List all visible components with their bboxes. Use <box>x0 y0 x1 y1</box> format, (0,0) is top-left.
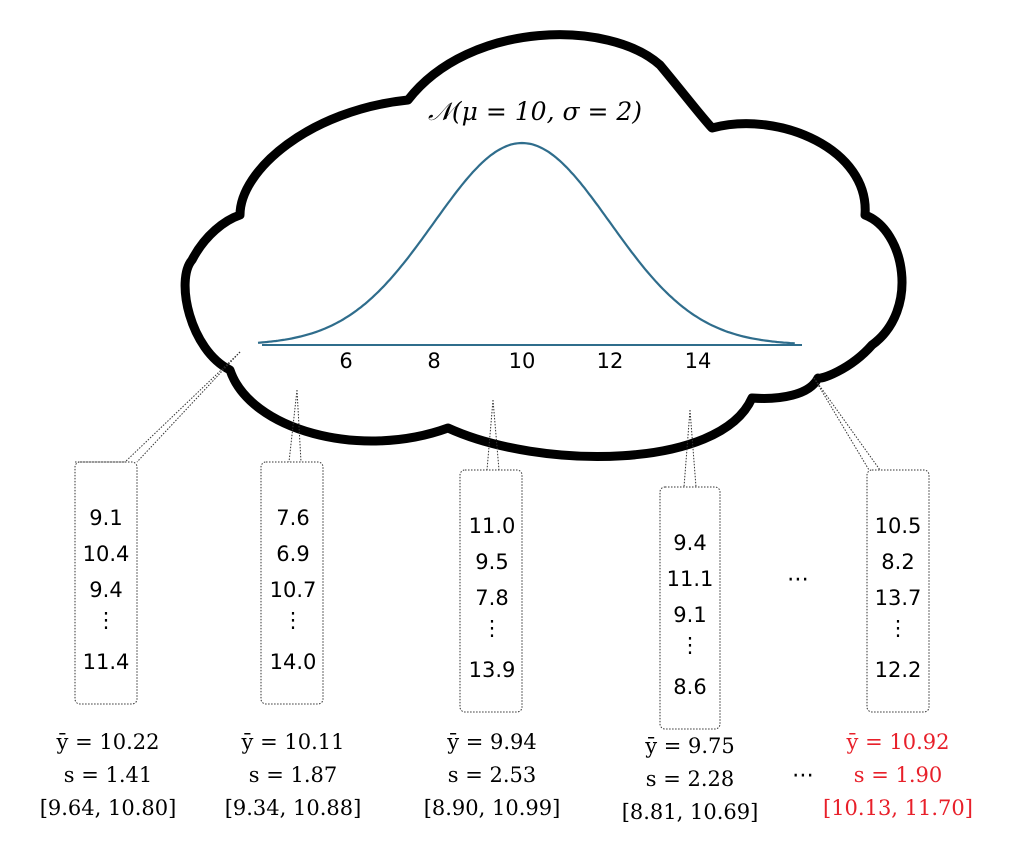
sample-value: 13.9 <box>469 658 516 682</box>
sample-box <box>866 469 930 713</box>
callout-pointer-line <box>136 351 241 463</box>
sample-sd: s = 2.28 <box>646 767 734 791</box>
sample-mean: ȳ = 9.75 <box>644 734 735 758</box>
confidence-interval: [8.81, 10.69] <box>622 800 759 824</box>
sample-mean: ȳ = 9.94 <box>446 730 537 754</box>
callout-pointer-line <box>124 351 241 463</box>
callout-pointer-line <box>689 409 697 488</box>
confidence-interval: [10.13, 11.70] <box>823 796 973 820</box>
callout-pointer-line <box>486 399 494 471</box>
sample-value: 7.8 <box>475 586 508 610</box>
sample-value: 10.7 <box>270 578 317 602</box>
sample-value: 13.7 <box>875 586 922 610</box>
sample-value: 9.5 <box>475 550 508 574</box>
confidence-interval: [9.64, 10.80] <box>40 796 177 820</box>
vertical-ellipsis: ⋮ <box>96 608 117 632</box>
sample-value: 9.1 <box>673 603 706 627</box>
ellipsis-values: ⋯ <box>787 567 809 592</box>
sample-value: 9.4 <box>89 578 122 602</box>
callout-pointer-line <box>492 399 500 471</box>
callout-pointer-line <box>296 389 302 463</box>
sample-mean: ȳ = 10.22 <box>56 730 160 754</box>
vertical-ellipsis: ⋮ <box>482 616 503 640</box>
x-tick-label: 12 <box>597 349 624 373</box>
population-cloud <box>180 30 907 461</box>
sample-value: 12.2 <box>875 658 922 682</box>
sample-sd: s = 1.87 <box>249 763 337 787</box>
sample-value: 11.1 <box>667 567 714 591</box>
sample-value: 8.2 <box>881 550 914 574</box>
sample-mean: ȳ = 10.11 <box>241 730 345 754</box>
distribution-title: 𝒩(μ = 10, σ = 2) <box>428 97 642 126</box>
sample-sd: s = 2.53 <box>448 763 536 787</box>
sample-sd: s = 1.41 <box>64 763 152 787</box>
callout-pointer-line <box>288 389 298 463</box>
sample-value: 8.6 <box>673 675 706 699</box>
sample-sd: s = 1.90 <box>854 763 942 787</box>
density-curve <box>257 141 795 345</box>
sample-mean: ȳ = 10.92 <box>846 730 950 754</box>
sample-value: 11.0 <box>469 514 516 538</box>
confidence-interval: [9.34, 10.88] <box>225 796 362 820</box>
ellipsis-stats: ⋯ <box>792 763 814 788</box>
sample-value: 11.4 <box>83 650 130 674</box>
sample-value: 10.4 <box>83 542 130 566</box>
confidence-interval: [8.90, 10.99] <box>424 796 561 820</box>
vertical-ellipsis: ⋮ <box>283 608 304 632</box>
sample-group: 9.1 10.4 9.4 ⋮ 11.4 ȳ = 10.22 s = 1.41 [9.64, 1… <box>40 461 973 824</box>
sample-value: 14.0 <box>270 650 317 674</box>
sample-box <box>260 461 324 705</box>
sample-value: 6.9 <box>276 542 309 566</box>
x-tick-label: 10 <box>509 349 536 373</box>
sample-box <box>74 461 138 705</box>
sample-callouts <box>75 351 881 488</box>
x-tick-label: 14 <box>685 349 712 373</box>
sample-box <box>459 469 523 713</box>
sample-box <box>659 486 721 730</box>
x-tick-label: 6 <box>339 349 352 373</box>
sample-value: 10.5 <box>875 514 922 538</box>
vertical-ellipsis: ⋮ <box>680 633 701 657</box>
callout-pointer-line <box>813 377 881 471</box>
callout-pointer-line <box>683 409 691 488</box>
sample-value: 9.1 <box>89 506 122 530</box>
sample-value: 9.4 <box>673 531 706 555</box>
vertical-ellipsis: ⋮ <box>888 616 909 640</box>
x-tick-label: 8 <box>427 349 440 373</box>
callout-pointer-line <box>813 377 870 471</box>
x-tick-labels: 6 8 10 12 14 <box>339 349 711 373</box>
sample-value: 7.6 <box>276 506 309 530</box>
